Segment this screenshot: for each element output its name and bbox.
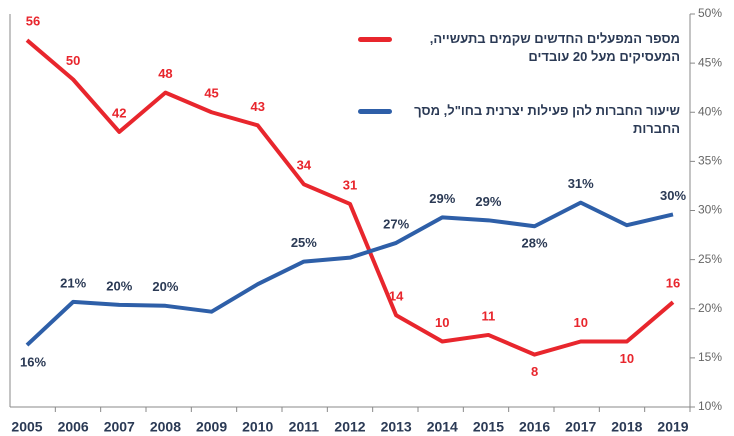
data-label: 20% — [152, 279, 178, 294]
data-label: 20% — [106, 278, 132, 293]
legend-label: מספר המפעלים החדשים שקמים בתעשייה, המעסי… — [429, 31, 680, 64]
data-label: 21% — [60, 275, 86, 290]
data-label: 56 — [26, 14, 40, 29]
x-tick-label: 2019 — [657, 419, 688, 435]
data-label: 48 — [158, 66, 172, 81]
data-label: 30% — [660, 188, 686, 203]
data-label: 34 — [297, 158, 312, 173]
data-label: 31 — [343, 177, 357, 192]
x-tick-label: 2007 — [104, 419, 135, 435]
y2-tick-label: 45% — [698, 55, 722, 69]
x-tick-label: 2008 — [150, 419, 181, 435]
data-label: 16% — [20, 355, 46, 370]
legend-marker — [358, 37, 392, 42]
data-label: 45 — [204, 86, 218, 101]
data-label: 28% — [522, 236, 548, 251]
x-tick-label: 2011 — [289, 419, 320, 435]
y2-tick-label: 50% — [698, 6, 722, 20]
x-tick-label: 2013 — [381, 419, 412, 435]
x-tick-label: 2005 — [11, 419, 42, 435]
x-tick-label: 2009 — [196, 419, 227, 435]
data-label: 14 — [389, 289, 404, 304]
y2-tick-label: 10% — [698, 399, 722, 413]
data-label: 16 — [666, 276, 680, 291]
data-label: 8 — [531, 364, 538, 379]
data-label: 25% — [291, 235, 317, 250]
data-label: 42 — [112, 105, 126, 120]
data-label: 11 — [482, 308, 496, 323]
x-tick-label: 2018 — [611, 419, 642, 435]
data-label: 29% — [475, 194, 501, 209]
legend-marker — [358, 109, 392, 114]
y2-tick-label: 30% — [698, 203, 722, 217]
series-line — [25, 38, 675, 357]
data-label: 31% — [568, 176, 594, 191]
x-tick-label: 2016 — [519, 419, 550, 435]
y2-tick-label: 25% — [698, 252, 722, 266]
data-label: 50 — [66, 53, 80, 68]
x-tick-label: 2012 — [334, 419, 365, 435]
x-tick-label: 2010 — [242, 419, 273, 435]
series-line — [25, 200, 674, 347]
y2-tick-label: 35% — [698, 154, 722, 168]
y2-tick-label: 40% — [698, 104, 722, 118]
y2-tick-label: 15% — [698, 350, 722, 364]
x-tick-label: 2014 — [427, 419, 458, 435]
x-tick-label: 2006 — [58, 419, 89, 435]
y2-tick-label: 20% — [698, 301, 722, 315]
data-label: 27% — [383, 216, 409, 231]
x-tick-label: 2015 — [473, 419, 504, 435]
data-label: 29% — [429, 191, 455, 206]
data-label: 10 — [435, 315, 449, 330]
data-label: 10 — [573, 315, 587, 330]
legend-label: שיעור החברות להן פעילות יצרנית בחו"ל, מס… — [414, 103, 680, 136]
data-label: 43 — [250, 99, 264, 114]
data-label: 10 — [620, 351, 634, 366]
x-tick-label: 2017 — [565, 419, 596, 435]
